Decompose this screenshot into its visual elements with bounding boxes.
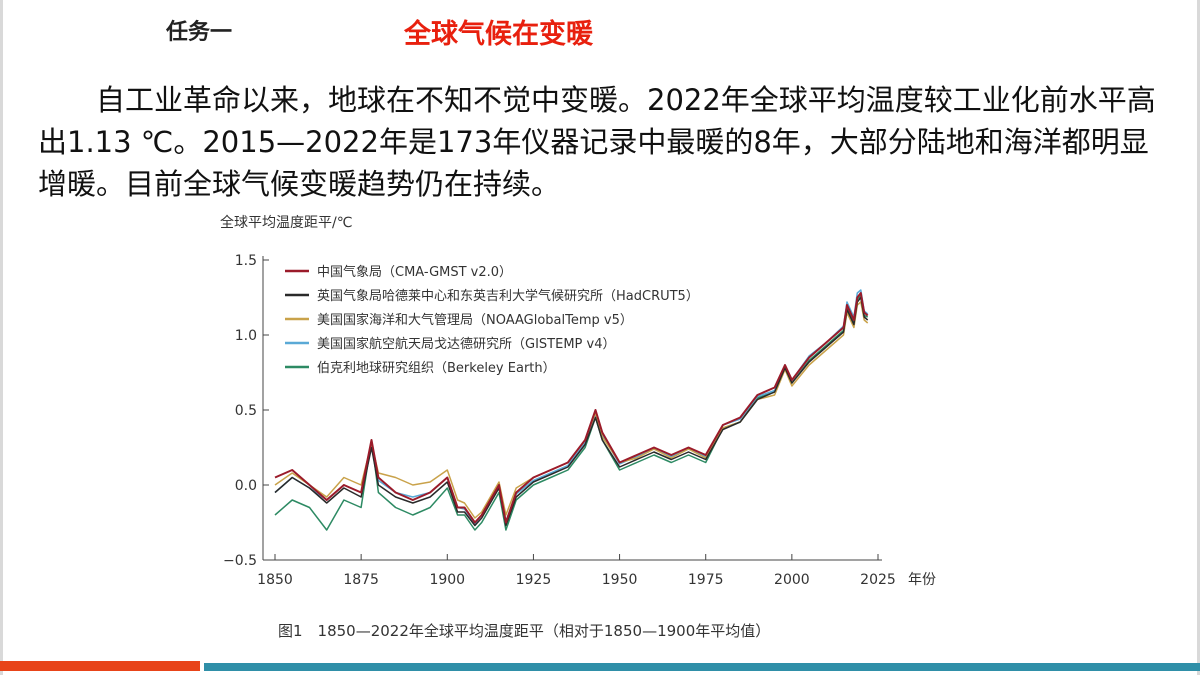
task-label: 任务一 bbox=[166, 20, 233, 45]
left-border bbox=[0, 0, 3, 675]
y-tick-label: 0.5 bbox=[235, 403, 257, 419]
series-line bbox=[274, 292, 869, 524]
x-tick-label: 1975 bbox=[688, 572, 724, 588]
x-axis-label: 年份 bbox=[908, 572, 936, 588]
x-tick-label: 2025 bbox=[860, 572, 896, 588]
legend-label: 英国气象局哈德莱中心和东英吉利大学气候研究所（HadCRUT5） bbox=[317, 288, 699, 304]
y-tick-label: 0.0 bbox=[235, 478, 257, 494]
series-line bbox=[274, 295, 868, 531]
legend-label: 伯克利地球研究组织（Berkeley Earth） bbox=[317, 361, 556, 376]
footer-bar-red bbox=[0, 661, 200, 671]
legend-label: 美国国家海洋和大气管理局（NOAAGlobalTemp v5） bbox=[317, 312, 633, 328]
slide-title: 全球气候在变暖 bbox=[404, 19, 593, 50]
temperature-anomaly-chart: 全球平均温度距平/℃ −0.5 0.0 0.5 1.0 1.5 1850 1875 1900 19… bbox=[220, 214, 936, 640]
intro-text: 自工业革命以来，地球在不知不觉中变暖。2022年全球平均温度较工业化前水平高出1… bbox=[38, 83, 1156, 201]
series-line bbox=[274, 296, 869, 527]
footer-bar-blue bbox=[204, 663, 1200, 671]
x-tick-label: 1850 bbox=[257, 572, 293, 588]
y-axis-label: 全球平均温度距平/℃ bbox=[220, 214, 352, 231]
legend-label: 中国气象局（CMA-GMST v2.0） bbox=[317, 264, 512, 280]
y-tick-label: −0.5 bbox=[223, 553, 257, 569]
x-tick-label: 1925 bbox=[516, 572, 552, 588]
y-tick-label: 1.0 bbox=[235, 328, 257, 344]
legend-label: 美国国家航空航天局戈达德研究所（GISTEMP v4） bbox=[317, 336, 615, 352]
x-tick-label: 1900 bbox=[429, 572, 465, 588]
right-border bbox=[1197, 0, 1200, 675]
x-tick-label: 2000 bbox=[774, 572, 810, 588]
figure-caption: 图1 1850—2022年全球平均温度距平（相对于1850—1900年平均值） bbox=[278, 622, 770, 640]
y-tick-label: 1.5 bbox=[235, 253, 257, 269]
chart-container: 全球平均温度距平/℃ −0.5 0.0 0.5 1.0 1.5 1850 1875 1900 19… bbox=[200, 205, 960, 650]
x-tick-label: 1875 bbox=[343, 572, 379, 588]
x-tick-label: 1950 bbox=[602, 572, 638, 588]
intro-paragraph: 自工业革命以来，地球在不知不觉中变暖。2022年全球平均温度较工业化前水平高出1… bbox=[38, 79, 1158, 205]
